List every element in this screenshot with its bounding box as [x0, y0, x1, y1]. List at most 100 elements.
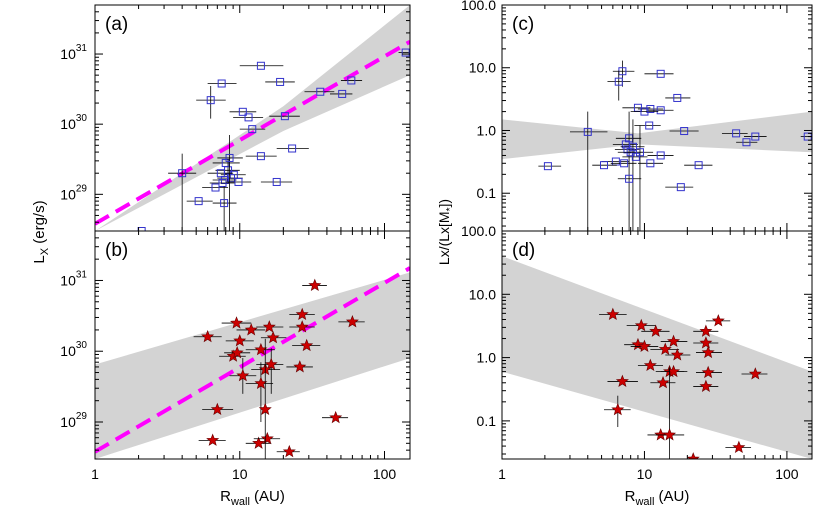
panel-c-point-30 — [665, 183, 694, 192]
panel-b-point-0 — [302, 278, 327, 291]
panel-d-point-2 — [626, 318, 656, 332]
panel-b-point-8 — [225, 334, 254, 347]
panel-a-point-23 — [260, 177, 293, 186]
panel-b-point-5 — [256, 320, 284, 333]
square-marker — [742, 138, 751, 147]
square-marker — [211, 183, 220, 192]
panel-a-point-26 — [212, 186, 237, 231]
x-tick-label: 10 — [232, 466, 248, 482]
y-tick-label: 1030 — [60, 113, 87, 132]
panel-b-point-1 — [338, 315, 365, 328]
panel-a-point-2 — [329, 89, 353, 98]
star-marker — [329, 410, 343, 424]
square-marker — [656, 69, 665, 78]
panel-b-label: (b) — [105, 240, 128, 261]
x-tick-label: 100 — [775, 466, 799, 482]
square-marker — [680, 127, 689, 136]
star-marker — [230, 345, 244, 359]
panel-d: 0.1 1.0 10.0 100.0 1 10 100 Rwall (AU) (d) — [461, 223, 813, 508]
panel-a-point-9 — [233, 113, 264, 122]
panel-c-point-1 — [644, 69, 674, 78]
star-marker — [701, 345, 715, 359]
panel-a-point-21 — [202, 183, 229, 192]
panel-d-point-19 — [693, 379, 719, 392]
panel-c-point-6 — [647, 106, 674, 115]
panel-c-point-28 — [592, 161, 617, 170]
square-marker — [620, 159, 629, 168]
y-tick-label: 0.1 — [477, 185, 497, 201]
star-marker — [701, 365, 715, 379]
panel-d-point-23 — [725, 440, 752, 454]
panel-d-x-axis-label: Rwall (AU) — [625, 488, 690, 508]
square-marker — [276, 77, 285, 86]
panel-b-point-4 — [236, 323, 266, 336]
panel-b-point-3 — [221, 316, 252, 329]
panel-b-point-2 — [289, 307, 315, 321]
panel-d-point-9 — [650, 342, 680, 355]
square-marker — [248, 125, 257, 134]
panel-a-point-5 — [265, 77, 295, 86]
panel-c-point-20 — [626, 125, 654, 231]
square-marker — [583, 127, 592, 136]
panel-b-plot-area — [95, 266, 410, 459]
star-marker — [262, 320, 276, 333]
square-marker — [635, 148, 644, 157]
square-marker — [640, 107, 649, 116]
y-tick-label: 1031 — [60, 43, 87, 62]
panel-c-point-0 — [612, 60, 635, 87]
star-marker — [699, 324, 713, 337]
panel-c-point-25 — [637, 159, 664, 168]
panel-a-point-28 — [217, 135, 243, 231]
square-marker — [216, 169, 225, 178]
panel-c-point-2 — [607, 70, 631, 101]
star-marker — [264, 357, 278, 370]
panel-b-point-25 — [258, 338, 272, 459]
star-marker — [206, 433, 220, 446]
y-tick-label: 1029 — [60, 411, 87, 430]
panel-b-point-18 — [286, 360, 313, 373]
square-marker — [217, 79, 226, 88]
panel-c-point-3 — [665, 93, 691, 102]
square-marker — [614, 77, 623, 86]
panel-d-point-15 — [695, 365, 722, 379]
square-marker — [646, 104, 655, 113]
square-marker — [316, 87, 325, 96]
square-marker — [751, 132, 760, 141]
star-marker — [210, 402, 224, 416]
panel-a-point-24 — [168, 153, 197, 231]
star-marker — [711, 314, 725, 327]
panel-d-point-1 — [705, 314, 731, 327]
panel-b-point-6 — [289, 320, 315, 333]
star-marker — [282, 444, 296, 458]
right-y-axis-label: Lx/(Lx[M*]) — [436, 199, 456, 265]
star-marker — [252, 436, 266, 449]
star-marker — [295, 320, 309, 333]
panel-c-point-9 — [569, 111, 608, 231]
left-y-axis-label: LX (erg/s) — [31, 200, 51, 263]
square-marker — [225, 153, 234, 162]
star-marker — [637, 339, 651, 352]
panel-b: 1029 1030 1031 1 10 100 Rwall (AU) (b) — [60, 230, 411, 508]
panel-a-point-22 — [225, 177, 252, 186]
square-marker — [238, 107, 247, 116]
square-marker — [599, 161, 608, 170]
star-marker — [260, 431, 274, 445]
star-marker — [699, 336, 713, 349]
star-marker — [631, 337, 645, 351]
square-marker — [234, 177, 243, 186]
panel-d-point-17 — [607, 374, 638, 387]
square-marker — [732, 129, 741, 138]
panel-d-point-4 — [693, 324, 719, 337]
panel-a-point-8 — [229, 107, 257, 116]
panel-b-point-9 — [260, 330, 287, 344]
panel-b-point-23 — [253, 431, 281, 445]
square-marker — [220, 199, 229, 208]
panel-b-point-7 — [193, 329, 222, 343]
panel-c-point-8 — [634, 121, 661, 130]
star-marker — [699, 379, 713, 392]
square-marker — [244, 113, 253, 122]
panel-c-label: (c) — [512, 14, 534, 35]
panel-b-confidence-band — [95, 272, 410, 459]
square-marker — [628, 142, 637, 151]
